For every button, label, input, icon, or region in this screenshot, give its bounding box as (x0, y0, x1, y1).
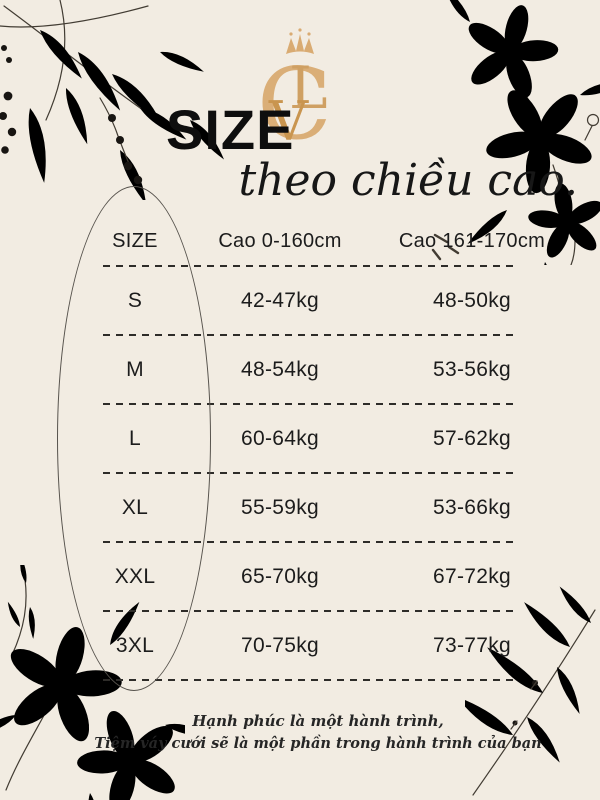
cell-xxl-weight2: 67-72kg (433, 564, 511, 588)
floral-art-bottom-right (465, 585, 600, 800)
cell-s-weight2: 48-50kg (433, 288, 511, 312)
size-table: SIZE Cao 0-160cm Cao 161-170cm S 42-47kg… (96, 218, 558, 681)
row-divider (103, 403, 519, 405)
monogram-letter-l: L (289, 54, 328, 122)
monogram-letter-v: V (268, 90, 309, 142)
cell-xl-size: XL (121, 495, 149, 519)
footer-line-2: Tiệm váy cưới sẽ là một phần trong hành … (94, 735, 542, 752)
cell-s-weight1: 42-47kg (241, 288, 319, 312)
row-divider (103, 541, 519, 543)
cell-l-weight2: 57-62kg (433, 426, 511, 450)
cell-s-size: S (127, 288, 143, 312)
row-divider (103, 265, 519, 267)
row-divider (103, 679, 519, 681)
footer-quote: Hạnh phúc là một hành trình, Tiệm váy cư… (0, 712, 600, 752)
row-divider (103, 472, 519, 474)
footer-line-1: Hạnh phúc là một hành trình, (192, 712, 444, 730)
page-title: SIZE (166, 98, 295, 161)
cell-3xl-weight2: 73-77kg (433, 633, 511, 657)
cell-3xl-size: 3XL (115, 633, 155, 657)
cell-xxl-size: XXL (114, 564, 156, 588)
cell-l-size: L (129, 426, 141, 450)
cell-m-weight2: 53-56kg (433, 357, 511, 381)
floral-art-top-right (425, 0, 600, 265)
floral-art-top-left (0, 0, 230, 200)
floral-art-bottom-left (0, 565, 185, 800)
row-divider (103, 610, 519, 612)
cell-m-weight1: 48-54kg (241, 357, 319, 381)
cell-m-size: M (126, 357, 144, 381)
header-size-column: SIZE (112, 230, 158, 252)
row-divider (103, 334, 519, 336)
crown-icon (286, 34, 314, 54)
header-height-0-160: Cao 0-160cm (218, 230, 342, 252)
brand-monogram-logo: C L V (257, 28, 332, 142)
page-subtitle: theo chiều cao. (238, 155, 578, 206)
cell-xl-weight1: 55-59kg (241, 495, 319, 519)
cell-l-weight1: 60-64kg (241, 426, 319, 450)
header-height-161-170: Cao 161-170cm (398, 230, 546, 252)
cell-3xl-weight1: 70-75kg (241, 633, 319, 657)
monogram-letter-c: C (257, 48, 332, 142)
cell-xl-weight2: 53-66kg (433, 495, 511, 519)
cell-xxl-weight1: 65-70kg (241, 564, 319, 588)
